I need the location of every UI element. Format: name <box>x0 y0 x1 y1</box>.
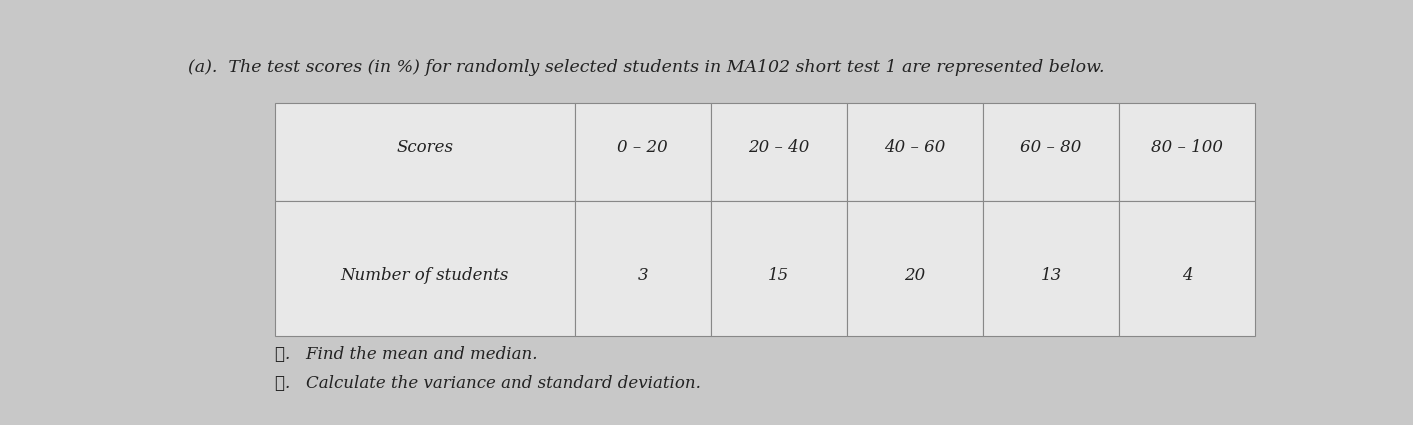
Bar <box>711 201 846 336</box>
Text: ①.   Find the mean and median.: ①. Find the mean and median. <box>276 346 538 363</box>
Text: 20 – 40: 20 – 40 <box>747 139 810 156</box>
Text: 3: 3 <box>637 266 649 283</box>
Text: Scores: Scores <box>397 139 454 156</box>
Text: 0 – 20: 0 – 20 <box>617 139 668 156</box>
Bar <box>276 103 575 201</box>
Text: 60 – 80: 60 – 80 <box>1020 139 1082 156</box>
Text: 4: 4 <box>1181 266 1193 283</box>
Bar <box>846 103 983 201</box>
Text: Number of students: Number of students <box>341 266 509 283</box>
Bar <box>1119 201 1255 336</box>
Bar <box>983 103 1119 201</box>
Text: 40 – 60: 40 – 60 <box>885 139 945 156</box>
Bar <box>575 201 711 336</box>
Text: (a).  The test scores (in %) for randomly selected students in MA102 short test : (a). The test scores (in %) for randomly… <box>188 59 1104 76</box>
Bar <box>276 201 575 336</box>
Bar <box>575 103 711 201</box>
Bar <box>1119 103 1255 201</box>
Text: 13: 13 <box>1040 266 1061 283</box>
Bar <box>983 201 1119 336</box>
Text: ②.   Calculate the variance and standard deviation.: ②. Calculate the variance and standard d… <box>276 375 701 392</box>
Bar <box>711 103 846 201</box>
Text: 20: 20 <box>904 266 926 283</box>
Bar <box>846 201 983 336</box>
Text: 15: 15 <box>769 266 790 283</box>
Text: 80 – 100: 80 – 100 <box>1152 139 1224 156</box>
